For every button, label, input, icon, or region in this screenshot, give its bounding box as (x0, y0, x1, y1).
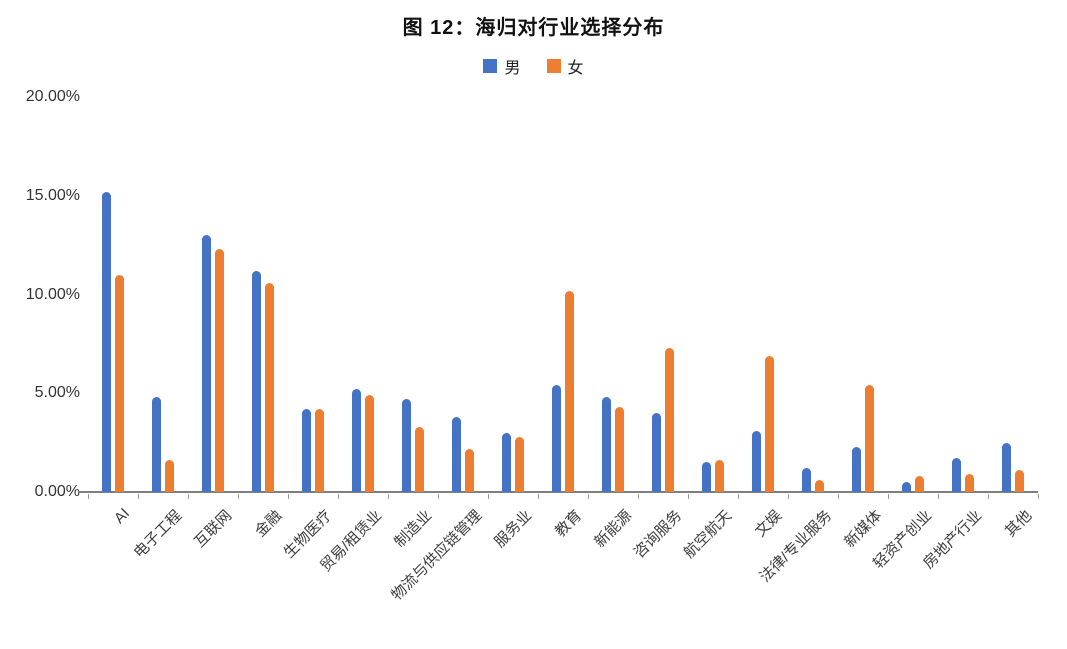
x-category-label: 金融 (251, 507, 286, 541)
x-category-label: AI (110, 505, 134, 528)
legend-label: 女 (567, 60, 584, 77)
legend-item-female: 女 (546, 54, 584, 78)
y-tick-label: 5.00% (34, 384, 80, 402)
x-category-label: 新能源 (591, 507, 636, 551)
bar-女-贸易/租赁业 (365, 395, 374, 492)
bar-男-金融 (252, 270, 261, 492)
bar-女-金融 (265, 282, 274, 492)
x-axis-tick (838, 494, 839, 499)
x-axis-tick (638, 494, 639, 499)
x-category-label: 航空航天 (680, 507, 736, 562)
x-category-label: 互联网 (191, 507, 236, 551)
legend-swatch-male (483, 59, 498, 73)
bar-男-物流与供应链管理 (452, 417, 461, 492)
chart-title: 图 12：海归对行业选择分布 (402, 17, 665, 39)
x-category-label: 制造业 (391, 507, 436, 551)
bar-女-文娱 (765, 355, 774, 492)
bar-女-咨询服务 (665, 347, 674, 492)
bar-女-轻资产创业 (915, 476, 924, 492)
x-axis-tick (788, 494, 789, 499)
bar-男-新媒体 (852, 446, 861, 492)
x-category-label: 咨询服务 (630, 507, 686, 562)
plot-area (78, 97, 1039, 499)
x-axis-tick (938, 494, 939, 499)
bar-男-法律/专业服务 (802, 468, 811, 492)
bar-男-教育 (552, 385, 561, 492)
x-category-label: 服务业 (491, 507, 536, 551)
y-axis-labels: 20.00% 15.00% 10.00% 5.00% 0.00% (0, 88, 80, 500)
bar-男-航空航天 (702, 462, 711, 492)
bar-女-电子工程 (165, 460, 174, 492)
bar-男-AI (102, 191, 111, 492)
bar-男-咨询服务 (652, 413, 661, 492)
x-axis-tick (1038, 494, 1039, 499)
bar-女-其他 (1015, 470, 1024, 492)
bar-男-其他 (1002, 442, 1011, 492)
x-category-label: 电子工程 (130, 507, 186, 562)
legend-label: 男 (504, 60, 521, 77)
legend-swatch-female (546, 59, 561, 73)
x-axis-tick (388, 494, 389, 499)
x-axis-tick (588, 494, 589, 499)
x-axis-tick (138, 494, 139, 499)
x-category-label: 其他 (1001, 507, 1036, 541)
bar-女-生物医疗 (315, 409, 324, 492)
x-axis-tick (888, 494, 889, 499)
legend-item-male: 男 (483, 54, 521, 78)
x-axis-tick (338, 494, 339, 499)
x-category-label: 文娱 (751, 507, 786, 541)
x-axis-tick (188, 494, 189, 499)
x-category-label: 物流与供应链管理 (388, 507, 486, 605)
bar-男-轻资产创业 (902, 482, 911, 492)
bar-男-房地产行业 (952, 458, 961, 492)
y-tick-label: 0.00% (34, 483, 80, 500)
x-axis-tick (738, 494, 739, 499)
bar-女-AI (115, 274, 124, 492)
x-axis-tick (538, 494, 539, 499)
y-tick-label: 10.00% (25, 285, 80, 303)
bar-男-互联网 (202, 235, 211, 492)
y-tick-label: 20.00% (25, 88, 80, 105)
bar-女-航空航天 (715, 460, 724, 492)
bar-女-法律/专业服务 (815, 480, 824, 492)
bar-女-制造业 (415, 426, 424, 492)
x-axis-tick (88, 494, 89, 499)
bar-女-互联网 (215, 249, 224, 492)
x-category-label: 教育 (551, 507, 586, 541)
bar-男-生物医疗 (302, 409, 311, 492)
bar-女-物流与供应链管理 (465, 448, 474, 492)
bar-男-贸易/租赁业 (352, 389, 361, 492)
x-category-label: 新媒体 (841, 507, 886, 551)
bar-男-电子工程 (152, 397, 161, 492)
bar-女-房地产行业 (965, 474, 974, 492)
bar-女-新能源 (615, 407, 624, 492)
bar-男-文娱 (752, 430, 761, 492)
bar-女-服务业 (515, 436, 524, 492)
x-axis-tick (488, 494, 489, 499)
bar-女-教育 (565, 290, 574, 492)
x-axis-line (78, 491, 1038, 493)
bar-男-服务业 (502, 432, 511, 492)
legend: 男女 (0, 54, 1067, 78)
y-tick-label: 15.00% (25, 186, 80, 204)
bar-男-新能源 (602, 397, 611, 492)
bar-女-新媒体 (865, 385, 874, 492)
bar-男-制造业 (402, 399, 411, 492)
x-axis-tick (288, 494, 289, 499)
x-axis-tick (988, 494, 989, 499)
x-axis-tick (438, 494, 439, 499)
x-axis-labels: AI 电子工程 互联网 金融 生物医疗 贸易/租赁业 制造业 物流与供应链管理 服务业 教育 新能源… (88, 499, 1038, 639)
x-axis-tick (238, 494, 239, 499)
x-axis-tick (688, 494, 689, 499)
